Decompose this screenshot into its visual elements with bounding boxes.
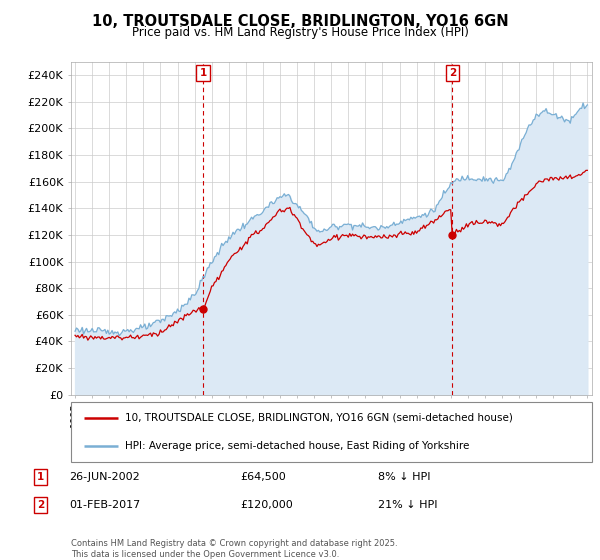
Text: 21% ↓ HPI: 21% ↓ HPI bbox=[378, 500, 437, 510]
Text: 1: 1 bbox=[37, 472, 44, 482]
Text: Contains HM Land Registry data © Crown copyright and database right 2025.
This d: Contains HM Land Registry data © Crown c… bbox=[71, 539, 397, 559]
Text: £120,000: £120,000 bbox=[240, 500, 293, 510]
Text: 2: 2 bbox=[37, 500, 44, 510]
Text: 2: 2 bbox=[449, 68, 456, 78]
Text: 10, TROUTSDALE CLOSE, BRIDLINGTON, YO16 6GN (semi-detached house): 10, TROUTSDALE CLOSE, BRIDLINGTON, YO16 … bbox=[125, 413, 514, 423]
Text: 8% ↓ HPI: 8% ↓ HPI bbox=[378, 472, 431, 482]
Text: HPI: Average price, semi-detached house, East Riding of Yorkshire: HPI: Average price, semi-detached house,… bbox=[125, 441, 470, 451]
FancyBboxPatch shape bbox=[71, 402, 592, 462]
Text: 26-JUN-2002: 26-JUN-2002 bbox=[69, 472, 140, 482]
Text: Price paid vs. HM Land Registry's House Price Index (HPI): Price paid vs. HM Land Registry's House … bbox=[131, 26, 469, 39]
Text: 10, TROUTSDALE CLOSE, BRIDLINGTON, YO16 6GN: 10, TROUTSDALE CLOSE, BRIDLINGTON, YO16 … bbox=[92, 14, 508, 29]
Text: 01-FEB-2017: 01-FEB-2017 bbox=[69, 500, 140, 510]
Text: £64,500: £64,500 bbox=[240, 472, 286, 482]
Text: 1: 1 bbox=[199, 68, 206, 78]
